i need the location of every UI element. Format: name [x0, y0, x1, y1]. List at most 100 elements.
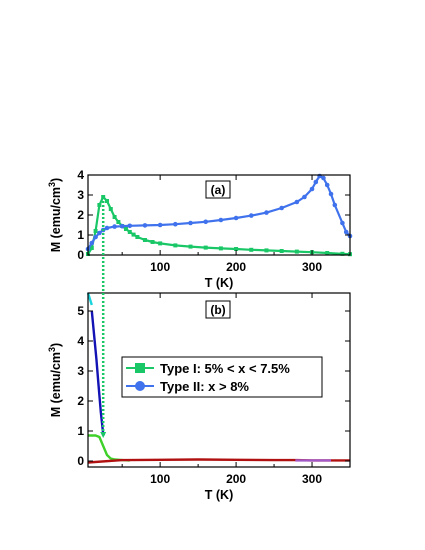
data-point-type-i [108, 207, 113, 211]
data-point-type-ii [112, 224, 117, 229]
panel-a-ticks: 100 200 300 0 1 2 3 4 [77, 168, 351, 274]
data-point-type-i [188, 244, 193, 249]
data-point-type-i [150, 240, 155, 244]
data-point-type-ii [321, 175, 326, 181]
panel-b-y-axis-label: M (emu/cm3) [47, 343, 63, 417]
data-point-type-ii [313, 179, 319, 185]
legend-label-type-i: Type I: 5% < x < 7.5% [160, 361, 290, 376]
panel-a-series [85, 173, 353, 257]
data-point-type-i [97, 203, 102, 207]
legend-box [121, 356, 323, 398]
panel-a-x-axis-label: T (K) [205, 276, 233, 290]
panel-b-y-axis-label-close: ) [49, 343, 63, 347]
x-tick-label: 100 [150, 472, 170, 486]
legend-marker-circle [135, 381, 145, 391]
data-point-type-ii [328, 191, 334, 197]
data-point-type-ii [332, 202, 338, 208]
panel-b-x-axis-label: T (K) [205, 488, 233, 502]
x-tick-label: 300 [302, 472, 322, 486]
data-point-type-i [340, 251, 345, 256]
data-point-type-i [264, 248, 269, 253]
panel-b-label-box: (b) [205, 300, 231, 319]
data-point-type-i [234, 247, 239, 251]
panel-b-ticks: 100 200 300 0 1 2 3 4 5 [77, 293, 351, 486]
connector-dotted-line [100, 197, 107, 438]
data-point-type-ii [119, 223, 125, 229]
data-point-type-ii [157, 222, 163, 228]
y-tick-label: 0 [77, 454, 84, 468]
series-line-green [88, 434, 130, 462]
data-point-type-i [218, 246, 223, 251]
data-point-type-ii [233, 215, 239, 221]
data-point-type-i [249, 247, 254, 252]
panel-a-y-axis-label: M (emu/cm3) [47, 178, 63, 252]
panel-a-y-axis-label-sup: 3 [47, 182, 57, 187]
data-point-type-i [104, 199, 109, 203]
series-line-cyan [86, 292, 93, 306]
data-point-type-i [158, 241, 163, 246]
data-point-type-ii [340, 220, 345, 226]
data-point-type-ii [93, 234, 98, 240]
data-point-type-i [294, 249, 299, 254]
data-point-type-i [116, 220, 121, 224]
data-point-type-ii [188, 220, 193, 226]
data-point-type-i [142, 238, 147, 242]
data-point-type-ii [127, 223, 133, 229]
x-tick-label: 200 [226, 472, 246, 486]
y-tick-label: 4 [77, 334, 84, 348]
data-point-type-ii [218, 217, 224, 223]
data-point-type-i [173, 243, 178, 248]
data-point-type-i [123, 227, 128, 231]
y-tick-label: 3 [77, 364, 84, 378]
legend-label-type-ii: Type II: x > 8% [160, 379, 249, 394]
data-point-type-ii [302, 194, 307, 200]
data-point-type-ii [203, 219, 209, 225]
data-point-type-ii [264, 210, 269, 215]
panel-a-label-box: (a) [205, 180, 231, 199]
panel-a-y-axis-label-main: M (emu/cm [49, 187, 63, 252]
x-tick-label: 100 [150, 260, 170, 274]
data-point-type-ii [309, 186, 315, 192]
data-point-type-ii [104, 225, 110, 231]
data-point-type-ii [97, 230, 102, 236]
panel-b-y-axis-label-sup: 3 [47, 347, 57, 352]
connector-arrowhead [100, 432, 107, 438]
data-point-type-i [279, 249, 284, 253]
data-point-type-ii [279, 205, 284, 211]
legend: Type I: 5% < x < 7.5% Type II: x > 8% [121, 356, 323, 398]
data-point-type-i [93, 229, 98, 233]
data-point-type-i [135, 235, 140, 239]
legend-item-type-ii: Type II: x > 8% [126, 379, 249, 394]
data-point-type-i [89, 246, 94, 250]
data-point-type-i [112, 215, 117, 219]
panel-a-y-axis-label-close: ) [49, 178, 63, 182]
data-point-type-i [325, 251, 330, 255]
panel-a-label: (a) [211, 183, 226, 197]
x-tick-label: 200 [226, 260, 246, 274]
y-tick-label: 0 [77, 248, 84, 262]
data-point-type-ii [142, 223, 148, 228]
panel-b-frame [87, 292, 351, 468]
y-tick-label: 4 [77, 168, 84, 182]
y-tick-label: 1 [77, 228, 84, 242]
data-point-type-i [131, 232, 136, 237]
y-tick-label: 2 [77, 394, 84, 408]
legend-marker-square [135, 363, 145, 373]
data-point-type-ii [324, 182, 330, 188]
y-tick-label: 3 [77, 188, 84, 202]
data-point-type-ii [294, 199, 300, 205]
data-point-type-i [127, 230, 132, 234]
data-point-type-ii [343, 229, 349, 235]
y-tick-label: 2 [77, 208, 84, 222]
legend-item-type-i: Type I: 5% < x < 7.5% [126, 361, 290, 376]
data-point-type-ii [173, 221, 178, 227]
y-tick-label: 5 [77, 304, 84, 318]
panel-b-y-axis-label-main: M (emu/cm [49, 352, 63, 417]
data-point-type-ii [248, 213, 254, 218]
data-point-type-i [203, 245, 208, 250]
panel-b-label: (b) [210, 303, 225, 317]
y-tick-label: 1 [77, 424, 84, 438]
